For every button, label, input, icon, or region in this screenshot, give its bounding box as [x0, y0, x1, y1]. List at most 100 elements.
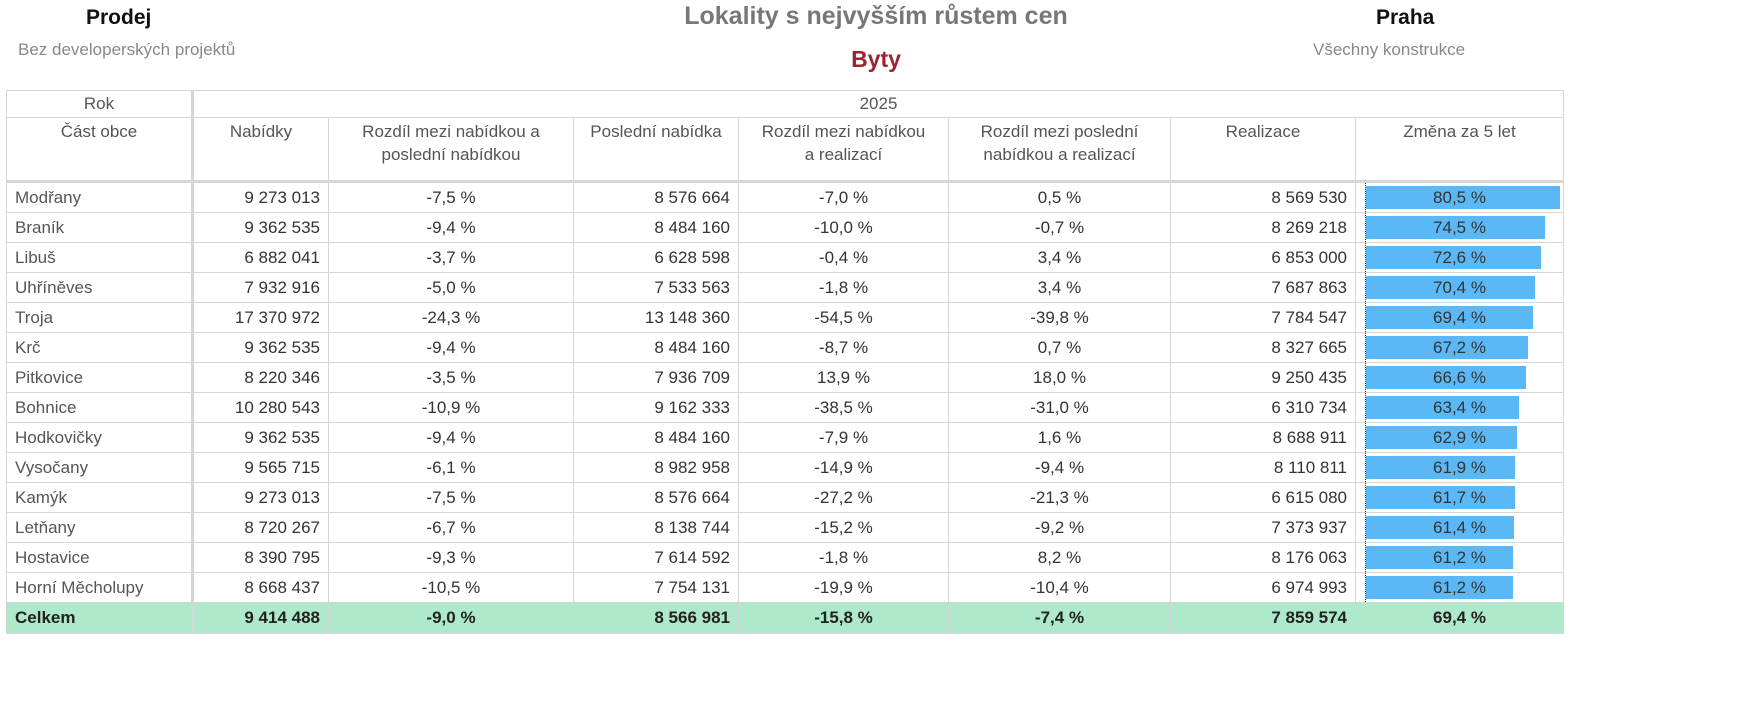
change-bar: [1366, 546, 1514, 569]
cell-district: Troja: [6, 302, 194, 333]
cell-change-5y: 61,7 %: [1355, 482, 1564, 513]
page-subtitle: Byty: [851, 46, 901, 72]
change-label: 61,9 %: [1433, 457, 1486, 477]
table-row: Krč 9 362 535 -9,4 % 8 484 160 -8,7 % 0,7 % 8 …: [6, 332, 1564, 363]
bar-axis: [1365, 573, 1366, 602]
cell-value: 7 687 863: [1170, 272, 1356, 303]
cell-district: Pitkovice: [6, 362, 194, 393]
column-header[interactable]: Nabídky: [192, 117, 329, 182]
change-label: 70,4 %: [1433, 277, 1486, 297]
cell-value: 9 362 535: [192, 422, 329, 453]
cell-value: 8 220 346: [192, 362, 329, 393]
cell-value: -6,7 %: [328, 512, 574, 543]
cell-change-5y: 72,6 %: [1355, 242, 1564, 273]
bar-axis: [1365, 543, 1366, 572]
change-label: 63,4 %: [1433, 397, 1486, 417]
table-row: Horní Měcholupy 8 668 437 -10,5 % 7 754 131…: [6, 572, 1564, 603]
bar-axis: [1365, 483, 1366, 512]
change-bar: [1366, 306, 1534, 329]
cell-district: Bohnice: [6, 392, 194, 423]
cell-value: -0,7 %: [948, 212, 1171, 243]
cell-district: Uhříněves: [6, 272, 194, 303]
left-title: Prodej: [86, 6, 152, 29]
cell-value: -7,4 %: [948, 602, 1171, 634]
left-subtitle: Bez developerských projektů: [18, 40, 236, 59]
cell-value: 7 614 592: [573, 542, 739, 573]
year-value: 2025: [192, 90, 1564, 118]
cell-value: -39,8 %: [948, 302, 1171, 333]
cell-district: Hostavice: [6, 542, 194, 573]
cell-value: 8 484 160: [573, 332, 739, 363]
cell-value: 13 148 360: [573, 302, 739, 333]
cell-change-5y: 66,6 %: [1355, 362, 1564, 393]
cell-value: 13,9 %: [738, 362, 949, 393]
change-label: 61,7 %: [1433, 487, 1486, 507]
change-bar: [1366, 516, 1514, 539]
cell-value: -14,9 %: [738, 452, 949, 483]
cell-value: 8 566 981: [573, 602, 739, 634]
cell-value: 9 162 333: [573, 392, 739, 423]
column-header[interactable]: Rozdíl mezi poslední nabídkou a realizac…: [948, 117, 1171, 182]
cell-value: -9,3 %: [328, 542, 574, 573]
cell-value: 8,2 %: [948, 542, 1171, 573]
cell-value: -15,2 %: [738, 512, 949, 543]
cell-value: 9 565 715: [192, 452, 329, 483]
total-row: Celkem 9 414 488 -9,0 % 8 566 981 -15,8 % -7,…: [6, 602, 1564, 634]
change-bar: [1366, 426, 1518, 449]
column-header[interactable]: Změna za 5 let: [1355, 117, 1564, 182]
cell-value: 8 569 530: [1170, 181, 1356, 213]
cell-value: -1,8 %: [738, 272, 949, 303]
cell-value: 69,4 %: [1355, 602, 1564, 634]
change-label: 80,5 %: [1433, 187, 1486, 207]
cell-value: 7 754 131: [573, 572, 739, 603]
cell-value: -10,4 %: [948, 572, 1171, 603]
cell-value: 7 859 574: [1170, 602, 1356, 634]
column-header[interactable]: Rozdíl mezi nabídkou a poslední nabídkou: [328, 117, 574, 182]
cell-value: 8 390 795: [192, 542, 329, 573]
cell-change-5y: 61,2 %: [1355, 542, 1564, 573]
column-header[interactable]: Poslední nabídka: [573, 117, 739, 182]
cell-district: Hodkovičky: [6, 422, 194, 453]
change-label: 62,9 %: [1433, 427, 1486, 447]
column-header[interactable]: Část obce: [6, 117, 194, 182]
table-row: Letňany 8 720 267 -6,7 % 8 138 744 -15,2 % -9…: [6, 512, 1564, 543]
cell-value: 8 982 958: [573, 452, 739, 483]
cell-value: 8 576 664: [573, 181, 739, 213]
column-header[interactable]: Rozdíl mezi nabídkou a realizací: [738, 117, 949, 182]
cell-district: Letňany: [6, 512, 194, 543]
cell-change-5y: 67,2 %: [1355, 332, 1564, 363]
table-row: Bohnice 10 280 543 -10,9 % 9 162 333 -38,5 %…: [6, 392, 1564, 423]
cell-district: Celkem: [6, 602, 194, 634]
bar-axis: [1365, 183, 1366, 212]
change-label: 66,6 %: [1433, 367, 1486, 387]
cell-value: 8 138 744: [573, 512, 739, 543]
table-row: Kamýk 9 273 013 -7,5 % 8 576 664 -27,2 % -21,…: [6, 482, 1564, 513]
cell-value: -21,3 %: [948, 482, 1171, 513]
table-row: Uhříněves 7 932 916 -5,0 % 7 533 563 -1,8 % 3…: [6, 272, 1564, 303]
cell-value: 9 273 013: [192, 482, 329, 513]
cell-value: -6,1 %: [328, 452, 574, 483]
year-label: Rok: [6, 90, 194, 118]
cell-value: 9 273 013: [192, 181, 329, 213]
change-label: 74,5 %: [1433, 217, 1486, 237]
right-subtitle: Všechny konstrukce: [1313, 40, 1466, 59]
cell-value: -5,0 %: [328, 272, 574, 303]
cell-value: 8 720 267: [192, 512, 329, 543]
bar-axis: [1365, 513, 1366, 542]
change-bar: [1366, 216, 1546, 239]
cell-value: 8 576 664: [573, 482, 739, 513]
cell-value: 8 484 160: [573, 422, 739, 453]
cell-value: 9 250 435: [1170, 362, 1356, 393]
change-label: 72,6 %: [1433, 247, 1486, 267]
column-header[interactable]: Realizace: [1170, 117, 1356, 182]
bar-axis: [1365, 333, 1366, 362]
cell-change-5y: 74,5 %: [1355, 212, 1564, 243]
cell-value: -0,4 %: [738, 242, 949, 273]
bar-axis: [1365, 363, 1366, 392]
change-bar: [1366, 276, 1536, 299]
cell-change-5y: 70,4 %: [1355, 272, 1564, 303]
table-row: Troja 17 370 972 -24,3 % 13 148 360 -54,5 % -…: [6, 302, 1564, 333]
cell-value: -10,5 %: [328, 572, 574, 603]
cell-value: 8 668 437: [192, 572, 329, 603]
cell-value: -7,0 %: [738, 181, 949, 213]
